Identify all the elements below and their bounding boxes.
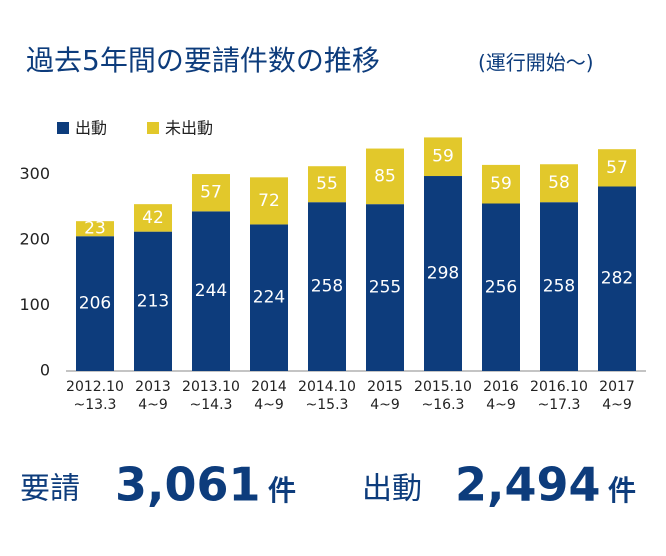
legend-swatch [57, 122, 69, 134]
x-tick-label: 4~9 [370, 397, 400, 413]
summary-unit: 件 [608, 474, 636, 507]
x-tick-label: 2012.10 [66, 379, 124, 395]
value-label: 255 [369, 278, 401, 298]
value-label: 58 [548, 173, 570, 193]
bar-segment [424, 176, 462, 371]
legend-label: 未出動 [165, 119, 213, 138]
value-label: 59 [490, 174, 512, 194]
value-label: 57 [606, 158, 628, 178]
bar-segment [192, 174, 230, 212]
value-label: 213 [137, 291, 169, 311]
chart-subtitle: (運行開始〜) [478, 51, 594, 75]
x-tick-label: 4~9 [254, 397, 284, 413]
x-tick-label: ~17.3 [538, 397, 581, 413]
x-tick-label: 2016 [483, 379, 519, 395]
x-tick-label: 2016.10 [530, 379, 588, 395]
bar-segment [366, 148, 404, 205]
x-tick-label: 4~9 [602, 397, 632, 413]
value-label: 23 [84, 219, 106, 239]
value-label: 298 [427, 264, 459, 284]
x-tick-label: 2013.10 [182, 379, 240, 395]
bar-segment [76, 236, 114, 371]
value-label: 85 [374, 166, 396, 186]
summary-label: 要請 [20, 472, 80, 507]
bar-segment [134, 231, 172, 371]
value-label: 244 [195, 281, 227, 301]
summary-value: 3,061 [115, 458, 261, 512]
bar-segment [598, 149, 636, 187]
x-tick-label: 2017 [599, 379, 635, 395]
x-tick-label: 4~9 [486, 397, 516, 413]
x-tick-label: 2015.10 [414, 379, 472, 395]
x-tick-label: 4~9 [138, 397, 168, 413]
bar-segment [192, 211, 230, 371]
x-tick-label: ~13.3 [74, 397, 117, 413]
x-tick-label: 2015 [367, 379, 403, 395]
bar-segment [308, 202, 346, 371]
x-tick-label: 2014 [251, 379, 287, 395]
value-label: 224 [253, 288, 285, 308]
bar-segment [540, 202, 578, 371]
summary: 要請 3,061 件 出動 2,494 件 [20, 458, 636, 512]
value-label: 256 [485, 277, 517, 297]
bar-segment [540, 164, 578, 203]
y-tick-label: 0 [40, 361, 50, 380]
legend-swatch [147, 122, 159, 134]
bar-segment [424, 137, 462, 177]
y-tick-label: 300 [19, 164, 50, 183]
x-tick-label: ~15.3 [306, 397, 349, 413]
bar-segment [482, 164, 520, 204]
summary-value: 2,494 [455, 458, 601, 512]
value-label: 57 [200, 183, 222, 203]
summary-unit: 件 [268, 474, 296, 507]
bar-segment [308, 166, 346, 203]
x-tick-label: ~16.3 [422, 397, 465, 413]
bar-segment [482, 203, 520, 371]
bar-segment [250, 224, 288, 371]
value-label: 258 [543, 277, 575, 297]
value-label: 59 [432, 147, 454, 167]
bar-segment [366, 204, 404, 371]
summary-label: 出動 [362, 472, 422, 507]
value-label: 42 [142, 208, 164, 228]
value-label: 72 [258, 191, 280, 211]
legend-label: 出動 [75, 119, 107, 138]
x-tick-label: 2014.10 [298, 379, 356, 395]
value-label: 55 [316, 174, 338, 194]
bar-segment [76, 221, 114, 237]
value-label: 258 [311, 277, 343, 297]
bar-segment [598, 186, 636, 371]
value-label: 206 [79, 294, 111, 314]
x-tick-label: 2013 [135, 379, 171, 395]
chart-title: 過去5年間の要請件数の推移 [26, 44, 380, 77]
x-tick-label: ~14.3 [190, 397, 233, 413]
y-tick-label: 100 [19, 295, 50, 314]
bar-segment [134, 204, 172, 232]
bar-segment [250, 177, 288, 225]
y-tick-label: 200 [19, 230, 50, 249]
value-label: 282 [601, 269, 633, 289]
